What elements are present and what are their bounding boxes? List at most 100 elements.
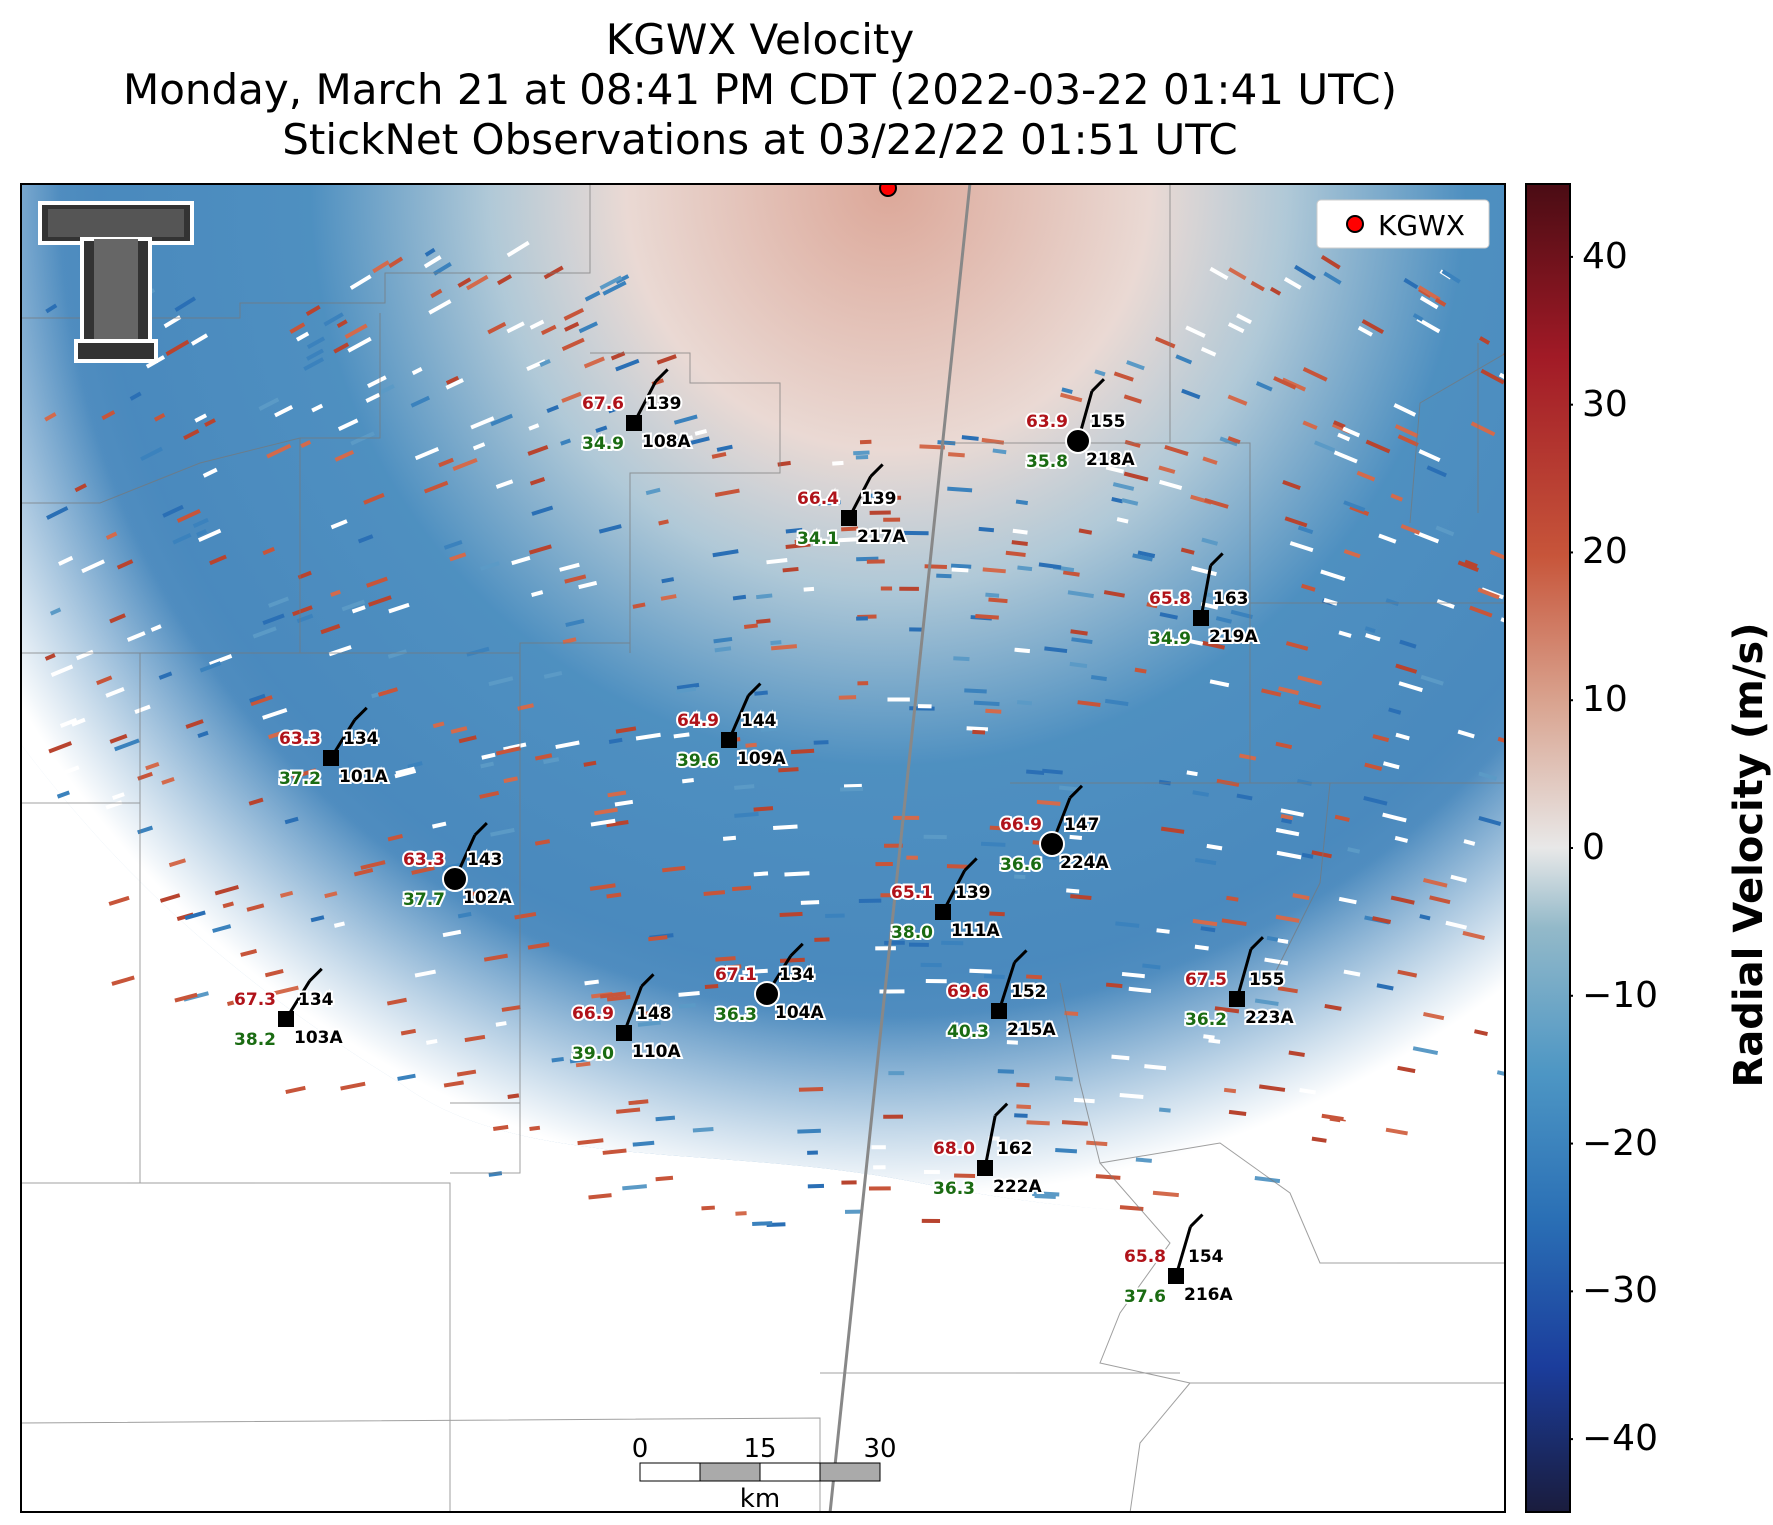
velocity-gate (340, 1081, 366, 1091)
station-id: 102A (463, 888, 512, 908)
velocity-gate (783, 1183, 796, 1188)
velocity-gate (112, 792, 125, 800)
colorbar-title: Radial Velocity (m/s) (1726, 622, 1772, 1088)
velocity-gate (1192, 918, 1218, 927)
velocity-gate (428, 299, 452, 315)
scale-unit: km (740, 1484, 780, 1513)
velocity-gate (1394, 424, 1419, 438)
velocity-gate (438, 457, 454, 468)
velocity-gate (951, 567, 969, 573)
velocity-gate (250, 695, 273, 707)
velocity-gate (465, 890, 481, 898)
station-id: 108A (642, 432, 691, 452)
velocity-gate (1175, 354, 1193, 365)
velocity-gate (818, 500, 841, 506)
velocity-gate (1071, 637, 1093, 645)
velocity-gate (1261, 688, 1282, 697)
velocity-gate (1277, 938, 1289, 944)
velocity-gate (966, 726, 989, 732)
station-marker-icon (721, 732, 737, 748)
velocity-gate (1158, 1107, 1171, 1113)
velocity-gate (992, 448, 1007, 455)
station-plot-215A: 69.6 152 40.3 215A (945, 949, 1058, 1044)
velocity-gate (59, 717, 78, 728)
velocity-gate (116, 559, 134, 570)
velocity-gate (546, 404, 559, 414)
velocity-gate (543, 670, 563, 679)
velocity-gate (989, 825, 1001, 831)
velocity-gate (1223, 1087, 1237, 1094)
station-temperature: 65.8 (1149, 589, 1191, 609)
velocity-gate (1372, 916, 1392, 924)
velocity-gate (599, 275, 623, 290)
velocity-gate (807, 1150, 818, 1155)
velocity-gate (1208, 1038, 1221, 1044)
station-plot-216A: 65.8 154 37.6 216A (1122, 1213, 1235, 1309)
velocity-gate (414, 969, 436, 978)
velocity-gate (1314, 440, 1336, 453)
velocity-gate (883, 1114, 904, 1119)
station-id: 217A (857, 527, 906, 547)
velocity-gate (1158, 465, 1176, 474)
velocity-gate (1338, 896, 1357, 905)
velocity-gate (906, 855, 918, 860)
velocity-gate (973, 700, 1000, 707)
velocity-gate (578, 321, 599, 334)
velocity-gate (262, 708, 288, 720)
station-temperature: 63.9 (1026, 412, 1068, 432)
station-calm-marker-icon (442, 866, 468, 892)
velocity-gate (1236, 313, 1252, 325)
velocity-gate (1254, 998, 1279, 1007)
velocity-gate (411, 367, 423, 376)
velocity-gate (982, 567, 1006, 574)
velocity-gate (1066, 888, 1080, 894)
velocity-gate (324, 891, 338, 899)
velocity-gate (1227, 436, 1241, 445)
velocity-gate (295, 331, 310, 342)
velocity-gate (1201, 537, 1219, 546)
station-dewpoint: 40.3 (947, 1022, 989, 1042)
velocity-gate (1478, 815, 1502, 826)
station-marker-icon (977, 1160, 993, 1176)
velocity-gate (134, 704, 151, 714)
velocity-gate (449, 552, 467, 562)
velocity-gate (1069, 661, 1088, 669)
station-plot-222A: 68.0 162 36.3 222A (931, 1102, 1044, 1201)
velocity-gate (1269, 286, 1282, 296)
velocity-gate (562, 637, 577, 645)
velocity-gate (1159, 612, 1178, 620)
station-plot-109A: 64.9 144 39.6 109A (675, 682, 788, 773)
velocity-gate (563, 307, 585, 321)
velocity-gate (46, 506, 69, 520)
velocity-gate (1011, 540, 1028, 547)
velocity-gate (1280, 814, 1294, 821)
velocity-gate (1332, 420, 1346, 429)
wind-barb-flag-icon (308, 967, 323, 982)
velocity-gate (577, 1138, 604, 1146)
velocity-gate (1378, 533, 1397, 544)
velocity-gate (1426, 465, 1447, 478)
velocity-gate (1086, 1140, 1108, 1147)
station-wind-direction: 152 (1011, 982, 1047, 1002)
velocity-gate (1069, 834, 1083, 841)
velocity-gate (1281, 818, 1293, 825)
station-marker-icon (1229, 991, 1245, 1007)
velocity-gate (923, 834, 947, 840)
velocity-gate (470, 416, 495, 430)
station-wind-direction: 134 (343, 729, 379, 749)
velocity-gate (1142, 963, 1161, 970)
velocity-gate (174, 296, 196, 312)
velocity-gate (856, 616, 868, 621)
velocity-gate (1470, 421, 1496, 437)
velocity-gate (871, 1145, 886, 1150)
velocity-gate (388, 602, 410, 614)
velocity-gate (777, 460, 791, 467)
velocity-gate (445, 378, 464, 390)
legend-marker-icon (1346, 215, 1364, 233)
velocity-gate (1334, 814, 1350, 822)
velocity-gate (1363, 796, 1388, 806)
velocity-gate (1282, 479, 1301, 490)
velocity-gate (646, 1172, 672, 1180)
velocity-gate (527, 444, 549, 456)
velocity-gate (797, 1128, 821, 1134)
